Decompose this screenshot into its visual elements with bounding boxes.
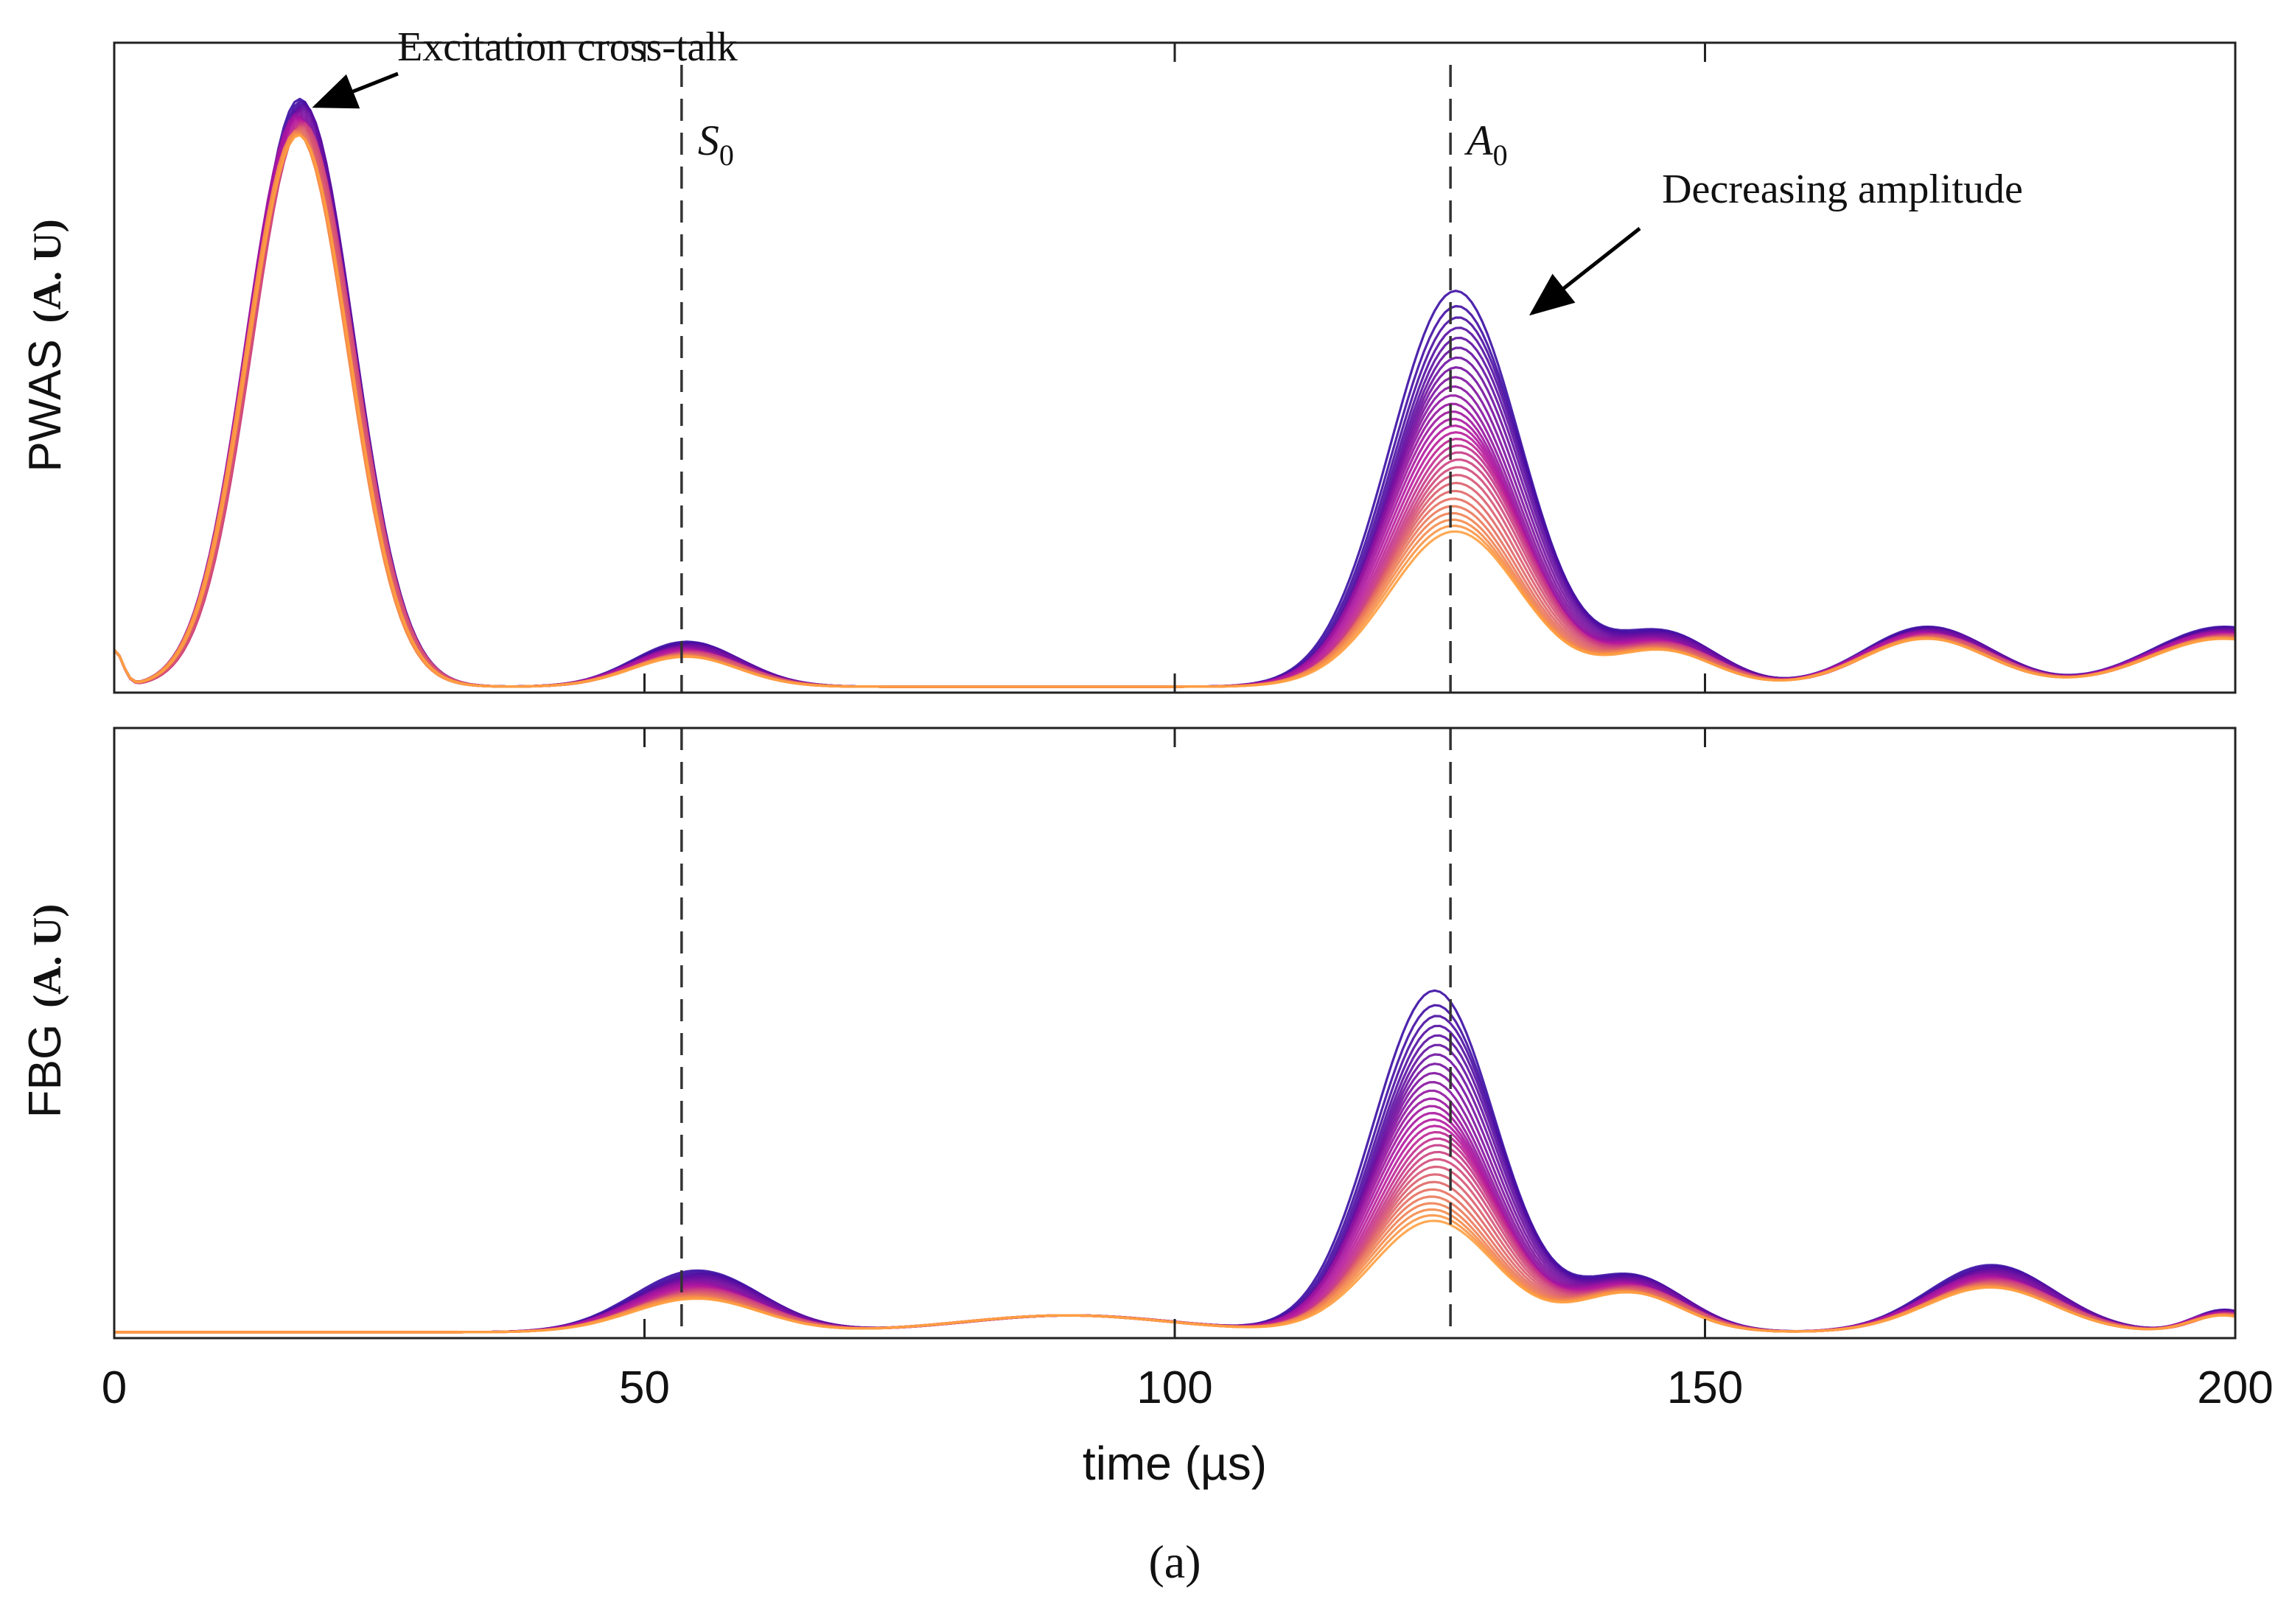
fbg-panel: FBG (A. U) (20, 727, 2237, 1340)
fbg-ticks (643, 728, 1706, 1338)
pwas-ylabel: PWAS (A. U) (20, 219, 71, 472)
a0-label: A0 (1464, 116, 1507, 172)
a0-label-main: A (1464, 116, 1493, 164)
fbg-axes-frame (113, 727, 2237, 1340)
x-tick-label-200: 200 (2197, 1362, 2273, 1413)
fbg-ylabel-name: FBG (20, 1024, 71, 1118)
a0-label-sub: 0 (1493, 139, 1508, 172)
annotation-excitation-arrow (312, 71, 399, 109)
x-axis-label: time (µs) (1083, 1437, 1267, 1490)
pwas-ylabel-unit: (A. U) (25, 219, 69, 323)
figure-label: (a) (1148, 1536, 1201, 1588)
annotation-decreasing-arrow (1528, 227, 1641, 316)
x-tick-labels: 0 50 100 150 200 (102, 1362, 2274, 1413)
annotation-excitation-crosstalk: Excitation cross-talk (397, 24, 738, 70)
s0-label: S0 (698, 116, 734, 172)
pwas-ylabel-name: PWAS (20, 339, 71, 472)
s0-label-main: S (698, 116, 719, 164)
fbg-ylabel-unit: (A. U) (25, 904, 69, 1008)
pwas-panel: PWAS(A. U) S0 A0 Excitation cross-talk D… (20, 24, 2237, 694)
pwas-mode-lines (680, 65, 1452, 693)
x-tick-label-0: 0 (102, 1362, 127, 1413)
x-tick-label-100: 100 (1136, 1362, 1212, 1413)
pwas-ticks (643, 43, 1706, 693)
annotation-decreasing-amplitude: Decreasing amplitude (1662, 167, 2023, 212)
fbg-mode-lines (680, 728, 1452, 1338)
x-tick-label-150: 150 (1667, 1362, 1743, 1413)
fbg-ylabel: FBG (A. U) (20, 904, 71, 1118)
x-tick-label-50: 50 (619, 1362, 670, 1413)
pwas-axes-frame (113, 41, 2237, 694)
s0-label-sub: 0 (719, 139, 734, 172)
